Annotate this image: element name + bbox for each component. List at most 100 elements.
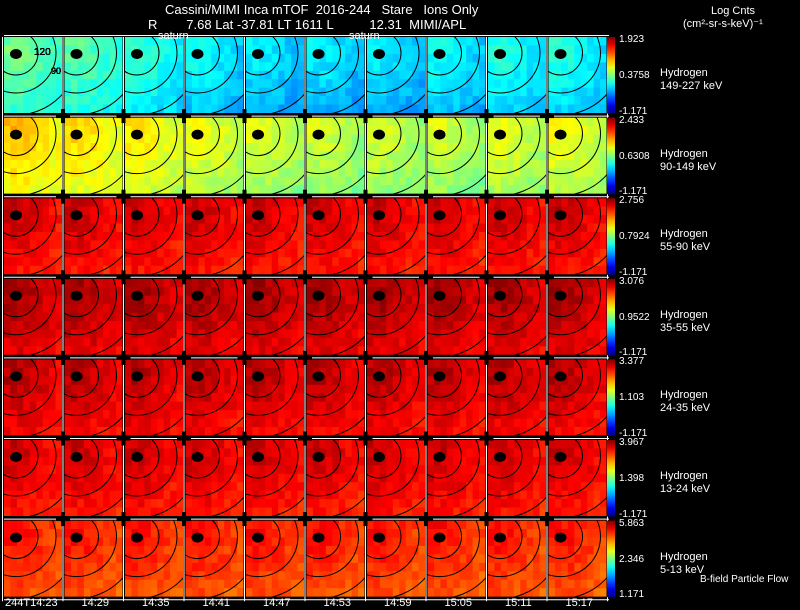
junction-marker [243, 270, 247, 284]
saturn-label-right: saturn [349, 30, 380, 43]
saturn-mark [373, 210, 385, 220]
saturn-mark [434, 291, 446, 301]
saturn-mark [192, 130, 204, 140]
junction-marker [424, 270, 428, 284]
energy-label: 90-149 keV [660, 161, 716, 174]
junction-marker [182, 432, 186, 446]
junction-marker [61, 512, 65, 526]
junction-marker [61, 190, 65, 204]
colorbar [607, 37, 615, 114]
saturn-mark [555, 291, 567, 301]
junction-marker [485, 432, 489, 446]
contour-label: 90 [51, 66, 61, 76]
colorbar-max: 2.756 [619, 194, 644, 207]
junction-marker [61, 351, 65, 365]
saturn-mark [313, 452, 325, 462]
saturn-mark [131, 371, 143, 381]
saturn-mark [313, 210, 325, 220]
time-label: 14:35 [142, 597, 170, 610]
saturn-mark [494, 371, 506, 381]
saturn-mark [192, 371, 204, 381]
saturn-mark [252, 452, 264, 462]
saturn-mark [494, 452, 506, 462]
colorbar-mid: 0.7924 [619, 230, 650, 243]
saturn-mark [555, 533, 567, 543]
saturn-mark [71, 371, 83, 381]
junction-marker [182, 270, 186, 284]
junction-marker [545, 512, 549, 526]
junction-marker [485, 270, 489, 284]
time-label: 14:53 [324, 597, 352, 610]
saturn-mark [192, 452, 204, 462]
junction-marker [545, 351, 549, 365]
colorbar [607, 279, 615, 356]
junction-marker [122, 109, 126, 123]
energy-label: 24-35 keV [660, 402, 710, 415]
junction-marker [424, 190, 428, 204]
colorbar [607, 521, 615, 598]
saturn-mark [252, 130, 264, 140]
colorbar [607, 118, 615, 195]
junction-marker [182, 512, 186, 526]
saturn-mark [555, 210, 567, 220]
energy-label: 149-227 keV [660, 80, 722, 93]
saturn-mark [494, 130, 506, 140]
colorbar-mid: 2.346 [619, 553, 644, 566]
junction-marker [545, 432, 549, 446]
saturn-mark [192, 49, 204, 59]
colorbar-max: 5.863 [619, 517, 644, 530]
colorbar-mid: 1.103 [619, 391, 644, 404]
saturn-mark [252, 210, 264, 220]
junction-marker [61, 109, 65, 123]
saturn-mark [494, 533, 506, 543]
colorbar-max: 2.433 [619, 114, 644, 127]
colorbar-min: 1.171 [619, 588, 644, 601]
junction-marker [122, 351, 126, 365]
energy-label: 13-24 keV [660, 483, 710, 496]
saturn-mark [10, 130, 22, 140]
saturn-mark [434, 49, 446, 59]
junction-marker [364, 270, 368, 284]
junction-marker [61, 432, 65, 446]
time-label: 15:05 [445, 597, 473, 610]
energy-label: 5-13 keV [660, 564, 704, 577]
junction-marker [424, 512, 428, 526]
junction-marker [61, 270, 65, 284]
junction-marker [182, 109, 186, 123]
junction-marker [243, 351, 247, 365]
junction-marker [122, 512, 126, 526]
junction-marker [122, 432, 126, 446]
junction-marker [243, 432, 247, 446]
junction-marker [243, 190, 247, 204]
saturn-mark [494, 210, 506, 220]
units-label-line2: (cm²-sr-s-keV)⁻¹ [683, 18, 763, 31]
junction-marker [303, 270, 307, 284]
time-label: 14:59 [384, 597, 412, 610]
junction-marker [303, 432, 307, 446]
saturn-mark [555, 49, 567, 59]
saturn-mark [252, 49, 264, 59]
junction-marker [364, 190, 368, 204]
saturn-mark [555, 452, 567, 462]
saturn-mark [10, 49, 22, 59]
junction-marker [485, 190, 489, 204]
saturn-mark [313, 130, 325, 140]
saturn-mark [131, 49, 143, 59]
saturn-mark [71, 210, 83, 220]
junction-marker [364, 109, 368, 123]
saturn-mark [131, 533, 143, 543]
junction-marker [243, 109, 247, 123]
junction-marker [364, 351, 368, 365]
saturn-mark [252, 533, 264, 543]
saturn-mark [373, 291, 385, 301]
chart-title: Cassini/MIMI Inca mTOF 2016-244 Stare Io… [165, 3, 478, 16]
saturn-mark [252, 291, 264, 301]
saturn-mark [434, 210, 446, 220]
saturn-label-left: saturn [158, 30, 189, 43]
energy-label: 35-55 keV [660, 322, 710, 335]
saturn-mark [434, 533, 446, 543]
saturn-mark [71, 291, 83, 301]
saturn-mark [192, 291, 204, 301]
saturn-mark [434, 130, 446, 140]
colorbar-mid: 0.6308 [619, 150, 650, 163]
